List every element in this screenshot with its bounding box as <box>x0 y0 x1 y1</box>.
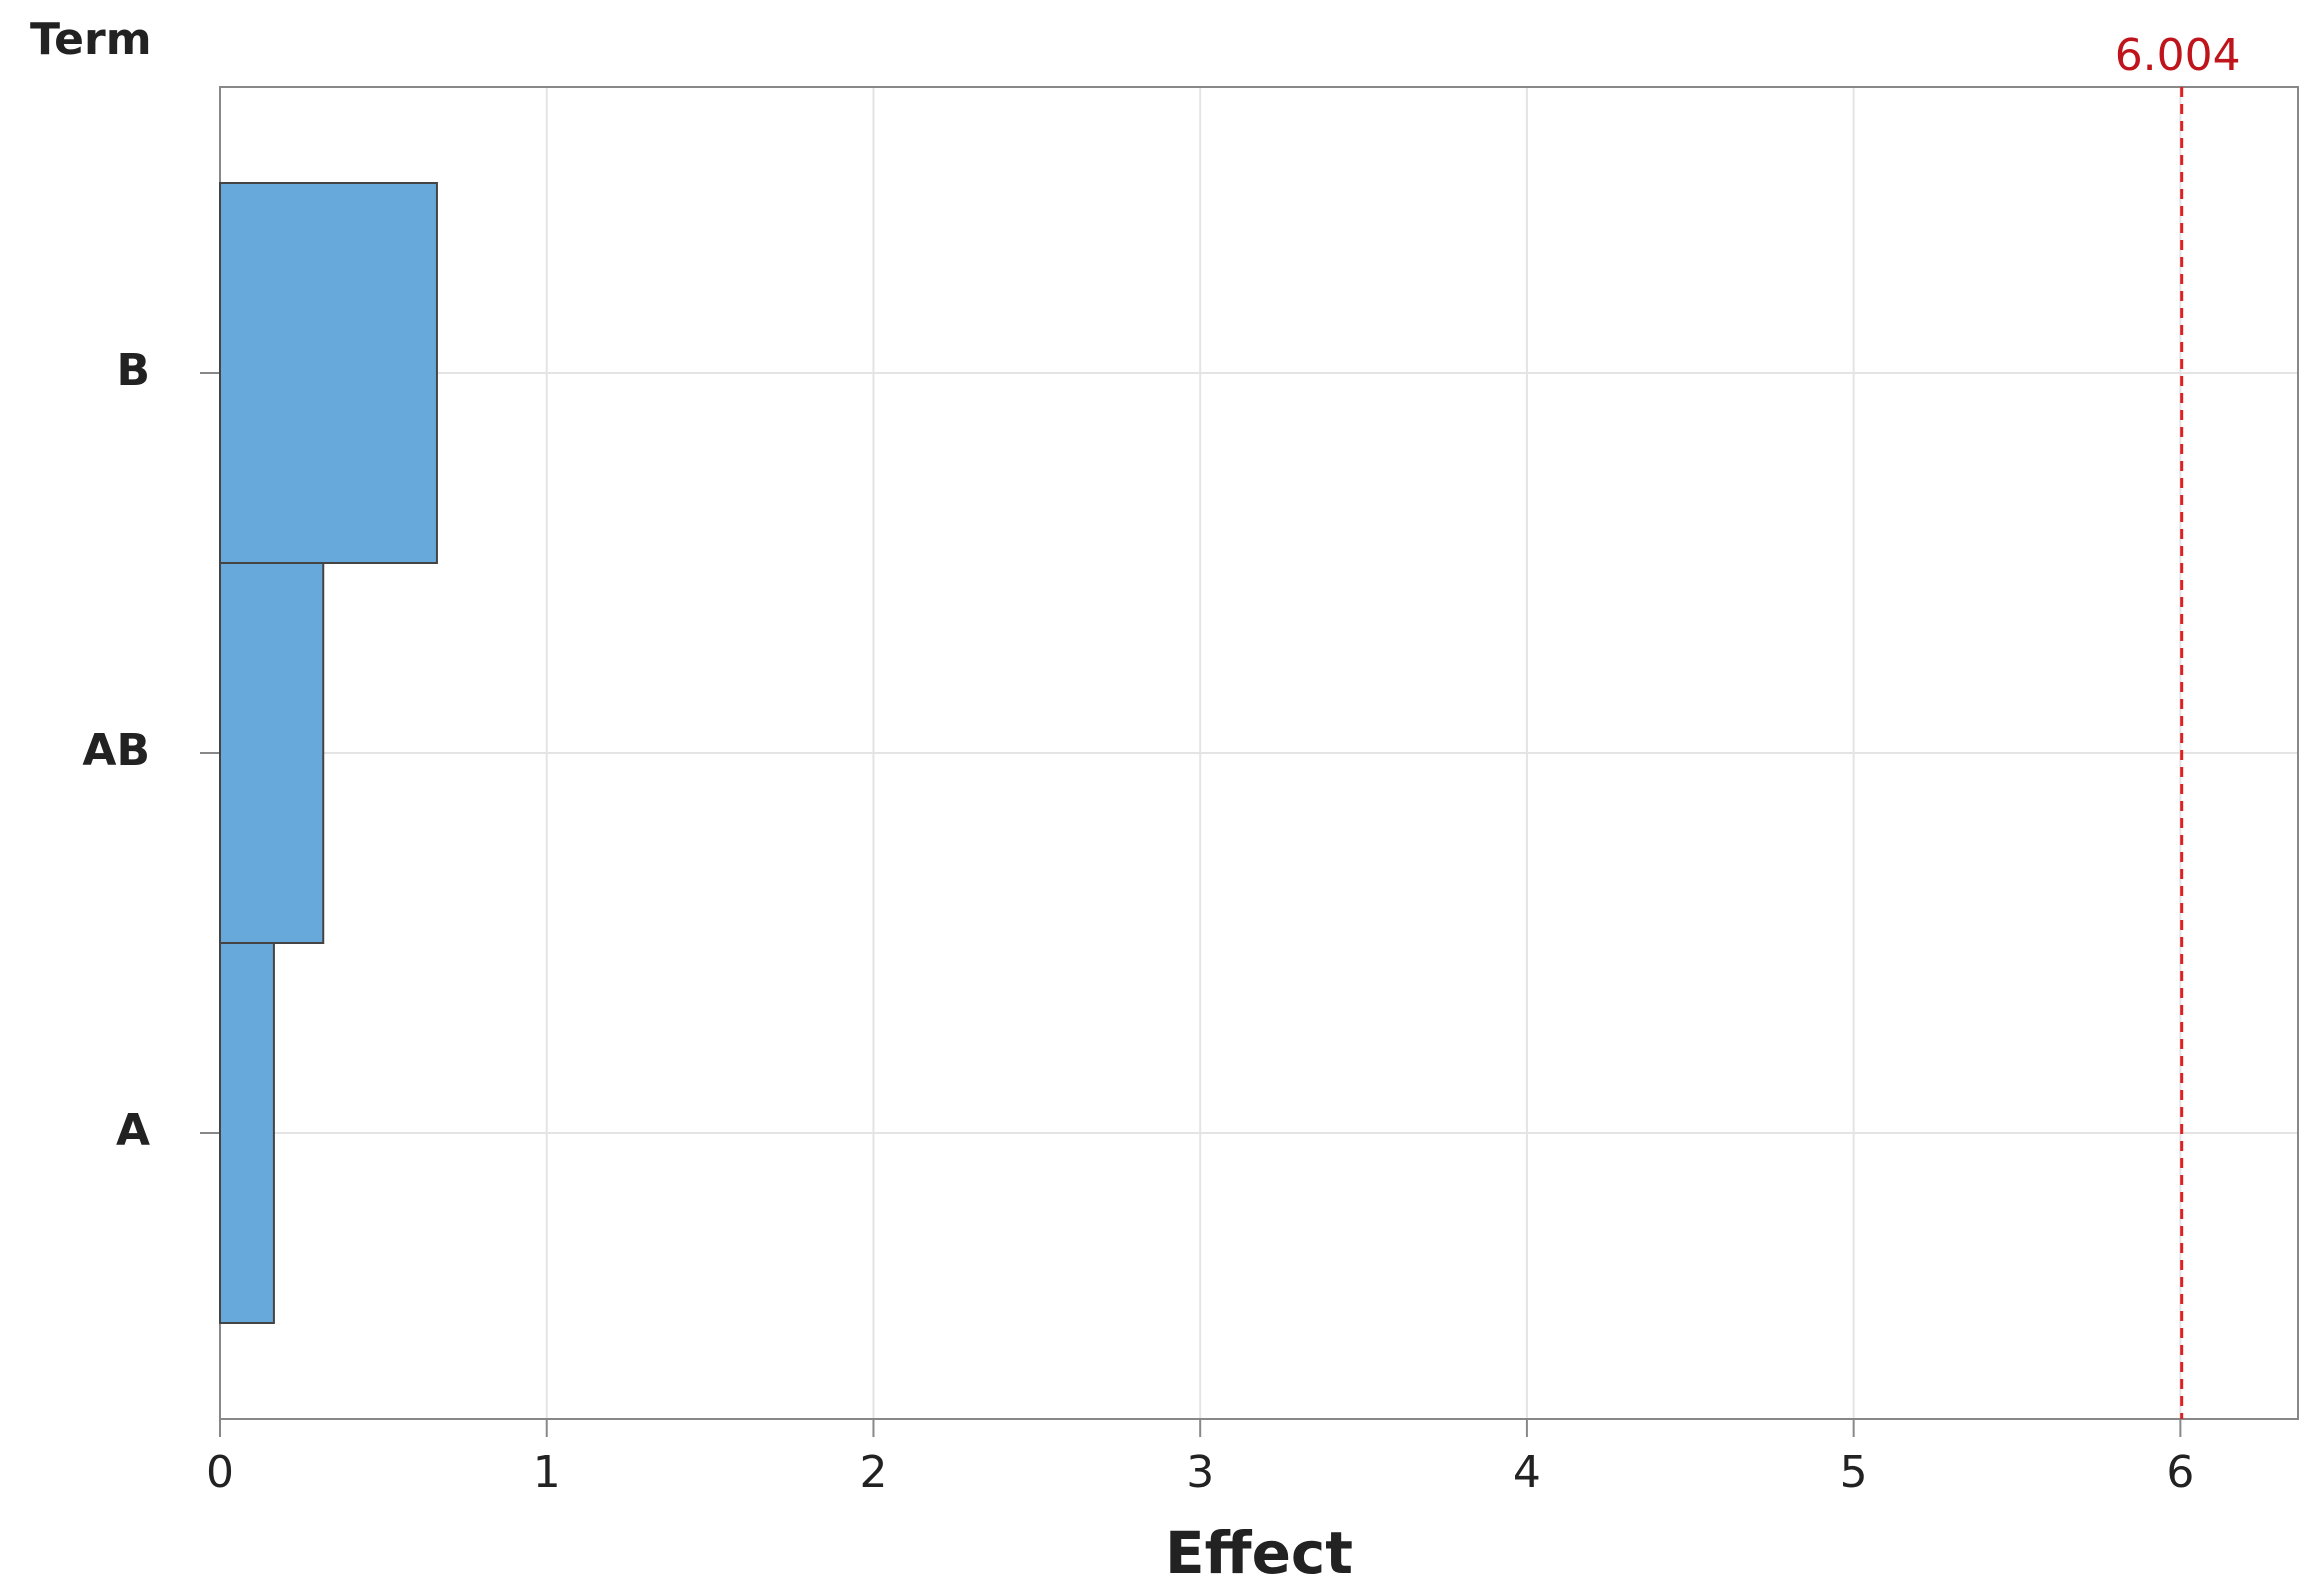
x-tick-label: 6 <box>2166 1447 2194 1498</box>
x-tick-label: 0 <box>206 1447 234 1498</box>
x-tick-label: 2 <box>859 1447 887 1498</box>
y-tick-label: A <box>116 1105 150 1156</box>
x-tick-label: 4 <box>1513 1447 1541 1498</box>
reference-label: 6.004 <box>2115 30 2241 81</box>
y-axis-label: Term <box>30 14 152 65</box>
bar <box>219 942 275 1324</box>
x-axis-label: Effect <box>1165 1519 1353 1587</box>
x-tick-label: 5 <box>1840 1447 1868 1498</box>
bar <box>219 182 438 564</box>
y-tick-label: AB <box>82 725 150 776</box>
y-tick-label: B <box>116 345 150 396</box>
x-tick-label: 3 <box>1186 1447 1214 1498</box>
bar <box>219 562 325 944</box>
x-tick-label: 1 <box>533 1447 561 1498</box>
